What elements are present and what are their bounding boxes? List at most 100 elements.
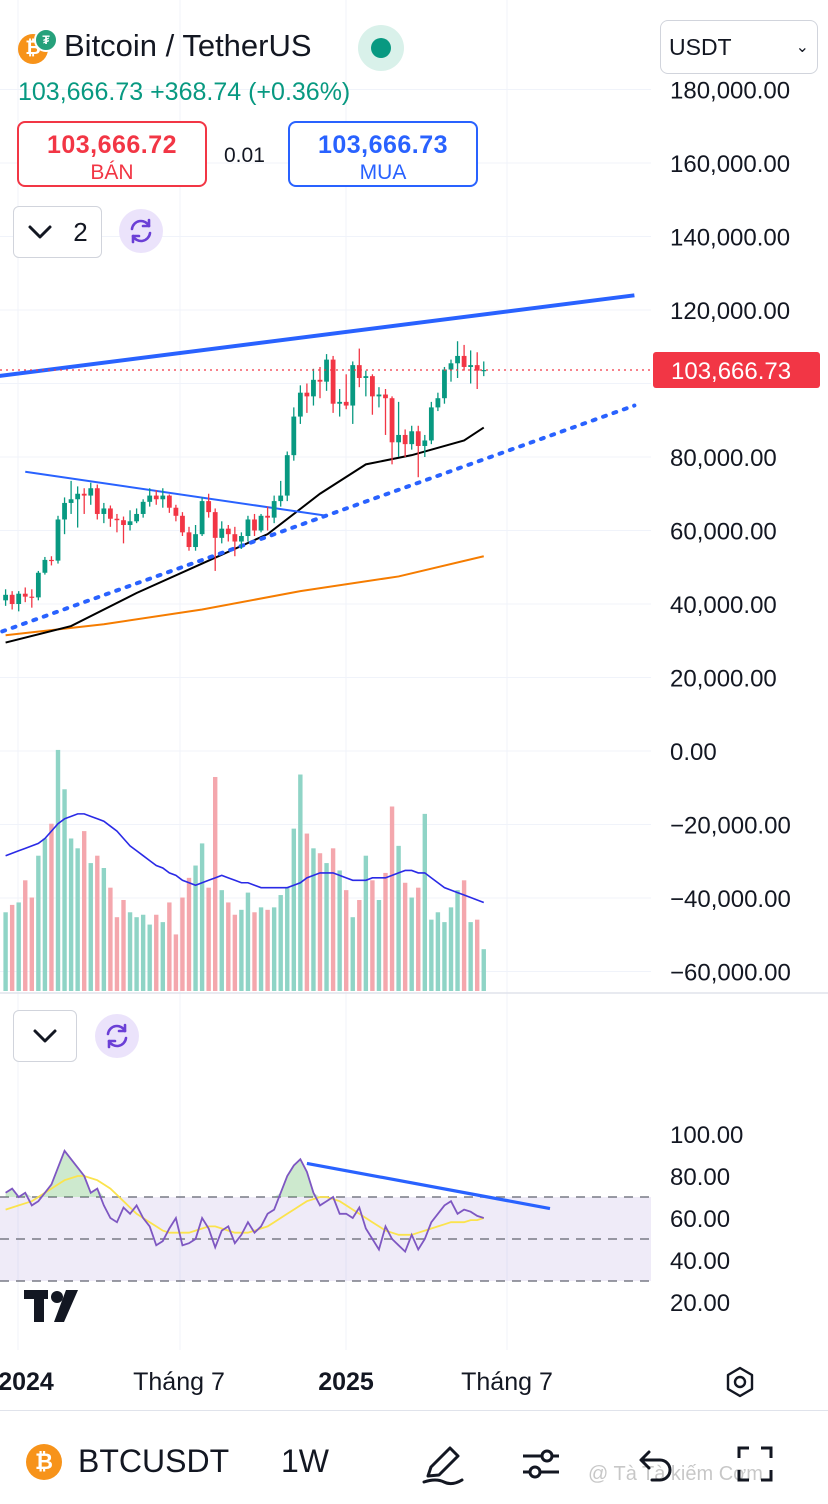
volume-bar <box>245 892 251 991</box>
volume-bar <box>36 855 41 991</box>
candle-body <box>49 559 54 562</box>
candle-body <box>108 508 113 519</box>
candle <box>147 488 153 507</box>
volume-bar <box>383 872 388 991</box>
candle <box>134 508 139 524</box>
tether-icon: ₮ <box>34 28 58 52</box>
candle-body <box>284 455 290 496</box>
volume-bar <box>239 909 244 991</box>
draw-pen-icon[interactable] <box>414 1436 470 1492</box>
candle <box>29 589 35 608</box>
spread-value: 0.01 <box>224 144 265 167</box>
price-chart[interactable]: 180,000.00 160,000.00 140,000.00 120,000.00… <box>0 0 828 1410</box>
sell-button[interactable]: 103,666.72 BÁN <box>17 121 207 187</box>
candle <box>42 556 48 575</box>
volume-bar <box>291 828 296 991</box>
candle <box>291 407 297 461</box>
price-axis-tick: 20,000.00 <box>670 666 777 693</box>
candle <box>396 401 401 457</box>
watermark-text: @ Tà Tà kiếm Cơm <box>588 1463 763 1485</box>
undo-icon[interactable] <box>626 1436 682 1492</box>
candle-body <box>428 407 434 441</box>
interval-selector[interactable]: 1W <box>281 1443 329 1479</box>
buy-price: 103,666.73 <box>317 131 449 159</box>
candle-body <box>212 512 218 538</box>
volume-bar <box>219 890 224 991</box>
candle-body <box>402 434 408 445</box>
candle <box>173 504 179 522</box>
candle <box>160 488 166 508</box>
candle <box>225 524 231 542</box>
volume-bar <box>330 848 336 991</box>
price-series <box>0 293 637 644</box>
candle-body <box>81 493 87 496</box>
chevron-down-icon: ⌄ <box>795 39 809 56</box>
candle <box>212 508 218 571</box>
candle <box>271 495 277 524</box>
candle-body <box>3 594 8 601</box>
refresh-indicators-button[interactable] <box>119 209 163 253</box>
chart-settings-icon[interactable] <box>718 1360 762 1404</box>
candle <box>442 366 447 404</box>
buy-button[interactable]: 103,666.73 MUA <box>288 121 478 187</box>
candle-body <box>94 488 100 514</box>
refresh-icon <box>130 218 152 244</box>
rsi-trendline <box>306 1161 551 1211</box>
volume-bar <box>376 899 382 991</box>
candle <box>383 389 388 435</box>
rsi-axis-tick: 40.00 <box>670 1248 730 1275</box>
volume-bar <box>49 823 54 991</box>
candle <box>376 387 382 408</box>
rsi-collapse-toggle[interactable] <box>13 1010 77 1062</box>
symbol-selector[interactable]: BTCUSDT <box>78 1443 230 1479</box>
last-price-label: 103,666.73 <box>653 352 820 389</box>
indicator-collapse-toggle[interactable]: 2 <box>13 206 102 258</box>
candle <box>311 368 316 406</box>
price-axis-tick: 60,000.00 <box>670 519 777 546</box>
chevron-down-icon <box>33 1029 57 1043</box>
candle <box>278 480 284 507</box>
bitcoin-icon[interactable]: ₿ <box>26 1444 62 1480</box>
volume-bar <box>285 887 290 991</box>
symbol-title[interactable]: Bitcoin / TetherUS <box>64 28 312 63</box>
candle-body <box>389 398 395 443</box>
volume-bar <box>252 912 257 991</box>
mid-ma-line <box>5 426 485 644</box>
volume-bar <box>271 907 277 991</box>
candle-body <box>330 359 336 404</box>
volume-bar <box>101 868 107 991</box>
candle-body <box>337 401 343 404</box>
currency-select[interactable]: USDT ⌄ <box>660 20 818 74</box>
candle <box>35 570 41 601</box>
volume-bar <box>199 843 205 991</box>
rsi-axis-tick: 100.00 <box>670 1122 743 1149</box>
candle <box>428 401 434 445</box>
candle <box>16 591 22 612</box>
candle-body <box>62 502 67 520</box>
refresh-rsi-button[interactable] <box>95 1014 139 1058</box>
candle <box>81 488 87 514</box>
candle <box>75 486 81 528</box>
indicator-settings-icon[interactable] <box>513 1436 569 1492</box>
currency-value: USDT <box>669 33 732 60</box>
candle <box>62 497 67 535</box>
market-status-indicator[interactable] <box>358 25 404 71</box>
candle <box>9 591 15 610</box>
volume-bar <box>389 806 395 991</box>
candle-body <box>304 392 310 397</box>
candle <box>370 374 375 415</box>
candle <box>245 515 251 542</box>
volume-bar <box>88 863 93 991</box>
volume-bar <box>55 749 61 991</box>
fullscreen-icon[interactable] <box>727 1436 783 1492</box>
time-axis-tick: Tháng 7 <box>461 1368 553 1396</box>
candle <box>324 354 329 391</box>
candle-body <box>193 534 198 548</box>
volume-bar <box>422 813 427 991</box>
sell-price: 103,666.72 <box>46 131 178 159</box>
volume-bar <box>3 912 8 991</box>
candle <box>232 526 238 557</box>
volume-bar <box>324 863 329 991</box>
candle-body <box>481 370 487 372</box>
candle-body <box>88 488 94 496</box>
